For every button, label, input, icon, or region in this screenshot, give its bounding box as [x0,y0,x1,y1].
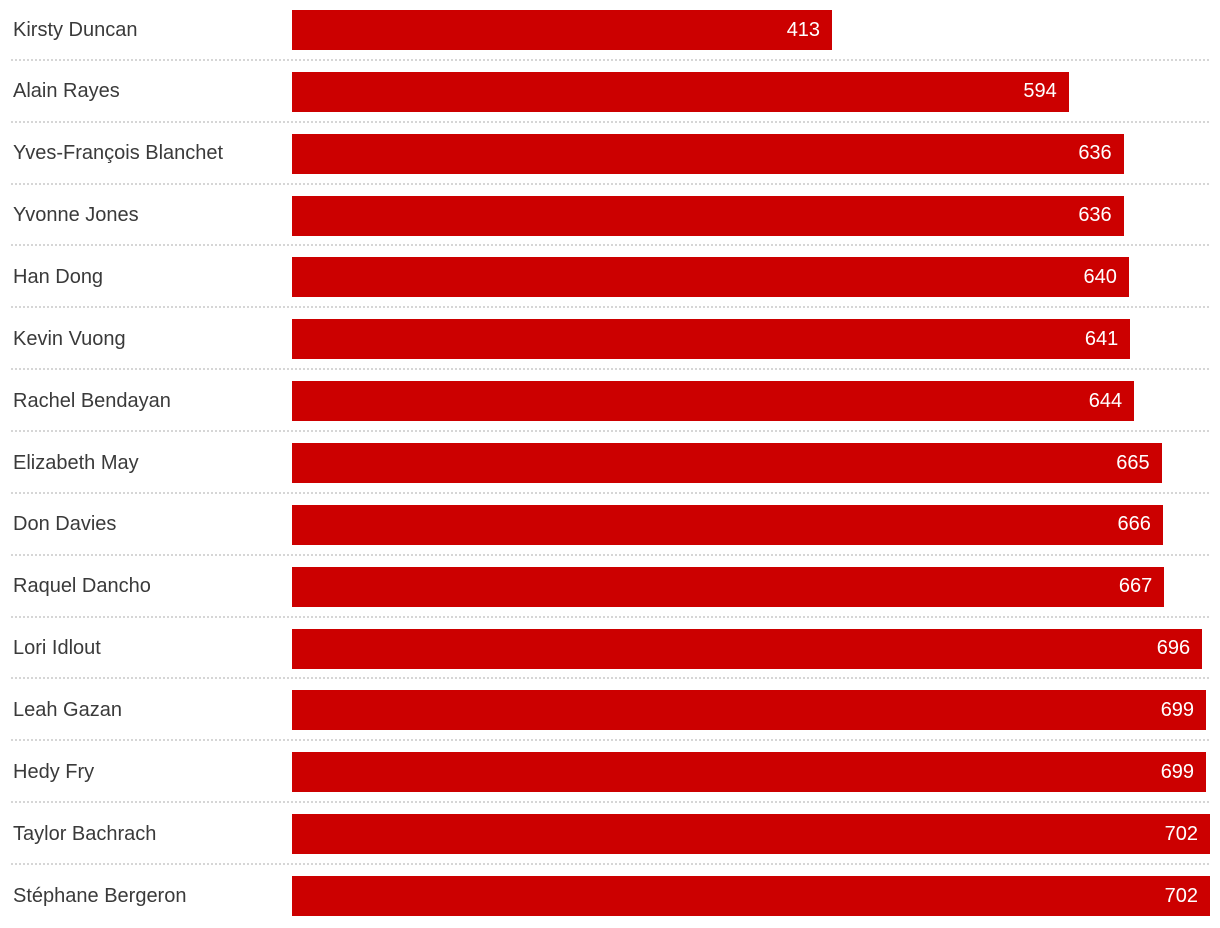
value-label: 636 [1078,204,1112,227]
category-label: Alain Rayes [13,80,120,103]
category-label: Han Dong [13,265,104,288]
bar: 665 [292,443,1162,484]
bar-track: 699 [292,752,1210,793]
bar-track: 667 [292,566,1210,607]
category-label: Leah Gazan [13,698,122,721]
chart-row: Kevin Vuong 641 [0,309,1220,371]
value-label: 594 [1023,80,1057,103]
bar: 666 [292,504,1163,545]
chart-row: Yvonne Jones 636 [0,186,1220,248]
value-label: 636 [1078,142,1112,165]
bar: 702 [292,814,1210,855]
chart-row: Leah Gazan 699 [0,680,1220,742]
bar-track: 702 [292,814,1210,855]
bar: 413 [292,10,833,50]
bar: 696 [292,628,1203,669]
bar-track: 644 [292,381,1210,422]
bar: 594 [292,71,1069,112]
category-label: Hedy Fry [13,760,95,783]
bar-track: 641 [292,319,1210,360]
bar-track: 636 [292,133,1210,174]
category-label: Taylor Bachrach [13,822,157,845]
bar: 644 [292,381,1135,422]
chart-row: Alain Rayes 594 [0,62,1220,124]
bar-track: 665 [292,443,1210,484]
bar-track: 666 [292,504,1210,545]
chart-row: Stéphane Bergeron 702 [0,866,1220,928]
value-label: 666 [1117,513,1151,536]
bar-track: 640 [292,257,1210,298]
chart-row: Yves-François Blanchet 636 [0,124,1220,186]
value-label: 413 [786,18,821,41]
bar-track: 636 [292,195,1210,236]
chart-row: Raquel Dancho 667 [0,557,1220,619]
value-label: 665 [1116,451,1150,474]
bar-track: 413 [292,10,1210,50]
category-label: Rachel Bendayan [13,389,171,412]
category-label: Stéphane Bergeron [13,884,187,907]
bar: 699 [292,690,1207,731]
value-label: 699 [1160,698,1195,721]
value-label: 640 [1083,265,1117,288]
value-label: 667 [1118,575,1153,598]
category-label: Yvonne Jones [13,204,139,227]
chart-row: Hedy Fry 699 [0,742,1220,804]
chart-row: Rachel Bendayan 644 [0,371,1220,433]
bar-track: 696 [292,628,1210,669]
category-label: Lori Idlout [13,637,101,660]
value-label: 702 [1164,884,1198,907]
bar: 636 [292,195,1124,236]
bar-track: 702 [292,876,1210,917]
bar-track: 699 [292,690,1210,731]
value-label: 641 [1084,327,1119,350]
bar: 699 [292,752,1207,793]
value-label: 702 [1164,822,1198,845]
bar-track: 594 [292,71,1210,112]
bar: 640 [292,257,1129,298]
chart-row: Elizabeth May 665 [0,433,1220,495]
bar: 702 [292,876,1210,917]
value-label: 699 [1160,760,1195,783]
chart-row: Kirsty Duncan 413 [0,0,1220,62]
bar: 636 [292,133,1124,174]
chart-row: Taylor Bachrach 702 [0,804,1220,866]
chart-row: Lori Idlout 696 [0,619,1220,681]
category-label: Kirsty Duncan [13,18,138,41]
bar: 641 [292,319,1131,360]
value-label: 644 [1088,389,1123,412]
category-label: Don Davies [13,513,117,536]
value-label: 696 [1156,637,1191,660]
chart-row: Han Dong 640 [0,247,1220,309]
category-label: Yves-François Blanchet [13,142,224,165]
category-label: Raquel Dancho [13,575,151,598]
bar: 667 [292,566,1165,607]
chart-row: Don Davies 666 [0,495,1220,557]
category-label: Kevin Vuong [13,327,126,350]
category-label: Elizabeth May [13,451,139,474]
